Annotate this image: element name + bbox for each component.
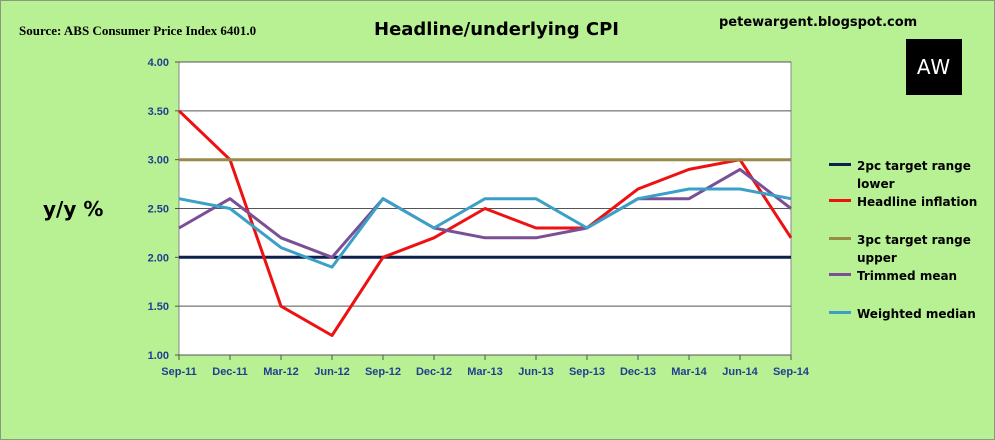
legend-label: Weighted median [857, 307, 976, 321]
logo-text: AW [916, 55, 952, 79]
x-tick-label: Jun-14 [722, 366, 758, 378]
series-line-headline-inflation [177, 109, 793, 337]
y-axis-label: y/y % [43, 197, 104, 221]
legend-swatch [829, 163, 851, 166]
x-tick-label: Jun-12 [314, 366, 349, 378]
x-tick-label: Sep-12 [365, 366, 401, 378]
y-tick-labels: 1.00 1.50 2.00 2.50 3.00 3.50 4.00 [148, 57, 169, 362]
legend-label: 2pc target range lower [857, 159, 971, 191]
x-tick-label: Sep-11 [161, 366, 196, 378]
source-note: Source: ABS Consumer Price Index 6401.0 [19, 23, 257, 38]
y-tick-label: 3.50 [148, 106, 169, 118]
y-tick-label: 1.50 [148, 301, 169, 313]
series-line-trimmed-mean [178, 167, 792, 259]
x-tick-label: Jun-13 [518, 366, 553, 378]
x-tick-label: Dec-11 [212, 366, 247, 378]
series-lines [177, 109, 793, 337]
x-tick-label: Sep-14 [773, 366, 810, 378]
y-tick-label: 4.00 [148, 57, 169, 69]
x-tick-label: Mar-13 [467, 366, 502, 378]
x-tick-label: Mar-14 [671, 366, 707, 378]
x-tick-labels: Sep-11 Dec-11 Mar-12 Jun-12 Sep-12 Dec-12 Mar-… [161, 366, 810, 378]
x-tick-label: Dec-12 [416, 366, 452, 378]
chart-title: Headline/underlying CPI [374, 19, 619, 40]
x-tick-label: Dec-13 [620, 366, 656, 378]
legend-swatch [829, 199, 851, 202]
y-tick-label: 2.50 [148, 204, 169, 216]
legend-label: 3pc target range upper [857, 233, 971, 265]
legend-label: Trimmed mean [857, 269, 958, 283]
y-tick-label: 1.00 [148, 350, 169, 362]
legend-label: Headline inflation [857, 195, 978, 209]
series-line-weighted-median [178, 187, 792, 269]
aw-logo: AW [906, 39, 962, 95]
x-tick-label: Sep-13 [569, 366, 605, 378]
y-tick-label: 3.00 [148, 155, 169, 167]
legend-swatch [829, 273, 851, 276]
y-tick-label: 2.00 [148, 252, 169, 264]
blog-url: petewargent.blogspot.com [719, 15, 918, 30]
legend-swatch [829, 311, 851, 314]
x-tick-label: Mar-12 [263, 366, 298, 378]
legend-swatch [829, 237, 851, 240]
